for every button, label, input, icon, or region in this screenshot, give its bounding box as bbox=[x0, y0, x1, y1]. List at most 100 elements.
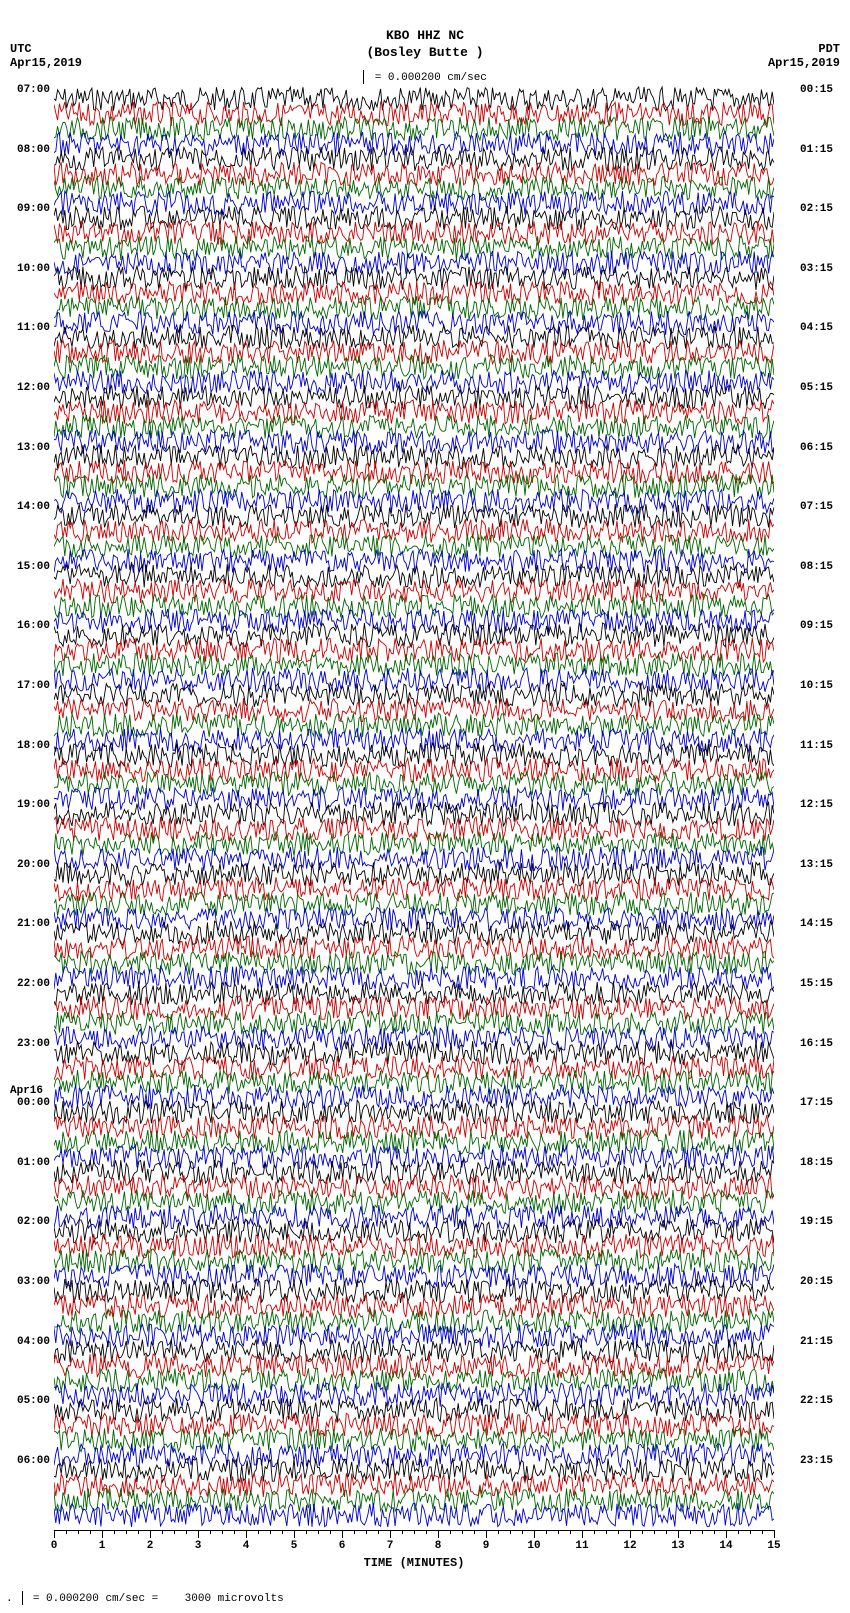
tz-right-date: Apr15,2019 bbox=[768, 56, 840, 70]
x-tick-minor bbox=[366, 1530, 367, 1534]
utc-time-label: 23:00 bbox=[10, 1038, 50, 1050]
x-tick-minor bbox=[594, 1530, 595, 1534]
x-axis: TIME (MINUTES) 0123456789101112131415 bbox=[54, 1530, 774, 1570]
x-tick-minor bbox=[198, 1530, 199, 1534]
x-tick-minor bbox=[246, 1530, 247, 1534]
x-tick-minor bbox=[762, 1530, 763, 1534]
x-tick-minor bbox=[750, 1530, 751, 1534]
pdt-time-label: 05:15 bbox=[800, 382, 840, 394]
utc-time-label: 18:00 bbox=[10, 740, 50, 752]
pdt-time-label: 03:15 bbox=[800, 263, 840, 275]
x-tick-minor bbox=[522, 1530, 523, 1534]
helicorder-container: KBO HHZ NC (Bosley Butte ) UTC Apr15,201… bbox=[0, 0, 850, 1613]
x-tick-label: 13 bbox=[671, 1540, 684, 1552]
x-tick-minor bbox=[66, 1530, 67, 1534]
footer-bar-icon bbox=[22, 1591, 23, 1605]
x-tick-minor bbox=[306, 1530, 307, 1534]
x-tick-label: 2 bbox=[147, 1540, 154, 1552]
x-tick-minor bbox=[582, 1530, 583, 1534]
x-tick-label: 5 bbox=[291, 1540, 298, 1552]
pdt-time-label: 01:15 bbox=[800, 144, 840, 156]
x-tick-minor bbox=[666, 1530, 667, 1534]
x-tick-minor bbox=[162, 1530, 163, 1534]
header-block: KBO HHZ NC (Bosley Butte ) bbox=[0, 28, 850, 62]
x-tick-minor bbox=[462, 1530, 463, 1534]
footer-suffix: 3000 microvolts bbox=[185, 1593, 284, 1605]
x-tick-minor bbox=[534, 1530, 535, 1534]
utc-time-label: 19:00 bbox=[10, 799, 50, 811]
x-tick-minor bbox=[630, 1530, 631, 1534]
x-tick-minor bbox=[738, 1530, 739, 1534]
x-tick-minor bbox=[654, 1530, 655, 1534]
x-tick-minor bbox=[414, 1530, 415, 1534]
day-label: Apr16 bbox=[10, 1085, 43, 1097]
pdt-time-label: 09:15 bbox=[800, 620, 840, 632]
x-tick-minor bbox=[234, 1530, 235, 1534]
x-tick-minor bbox=[690, 1530, 691, 1534]
x-tick-minor bbox=[642, 1530, 643, 1534]
x-tick-minor bbox=[510, 1530, 511, 1534]
x-tick-minor bbox=[114, 1530, 115, 1534]
utc-time-label: 20:00 bbox=[10, 859, 50, 871]
x-tick-label: 4 bbox=[243, 1540, 250, 1552]
tz-left-date: Apr15,2019 bbox=[10, 56, 82, 70]
x-tick-minor bbox=[474, 1530, 475, 1534]
x-tick-minor bbox=[174, 1530, 175, 1534]
x-tick-minor bbox=[558, 1530, 559, 1534]
x-tick-minor bbox=[702, 1530, 703, 1534]
x-tick-minor bbox=[54, 1530, 55, 1534]
utc-time-label: 02:00 bbox=[10, 1216, 50, 1228]
x-tick-minor bbox=[258, 1530, 259, 1534]
utc-time-label: 12:00 bbox=[10, 382, 50, 394]
x-tick-minor bbox=[678, 1530, 679, 1534]
x-tick-label: 6 bbox=[339, 1540, 346, 1552]
utc-time-label: 07:00 bbox=[10, 84, 50, 96]
pdt-time-label: 23:15 bbox=[800, 1455, 840, 1467]
pdt-time-label: 19:15 bbox=[800, 1216, 840, 1228]
x-tick-label: 15 bbox=[767, 1540, 780, 1552]
x-tick-minor bbox=[774, 1530, 775, 1534]
pdt-time-label: 00:15 bbox=[800, 84, 840, 96]
x-tick-label: 8 bbox=[435, 1540, 442, 1552]
utc-time-label: 10:00 bbox=[10, 263, 50, 275]
x-tick-minor bbox=[378, 1530, 379, 1534]
x-tick-minor bbox=[450, 1530, 451, 1534]
utc-time-label: 17:00 bbox=[10, 680, 50, 692]
utc-time-label: 04:00 bbox=[10, 1336, 50, 1348]
utc-time-label: 13:00 bbox=[10, 442, 50, 454]
station-location: (Bosley Butte ) bbox=[0, 45, 850, 62]
x-tick-minor bbox=[342, 1530, 343, 1534]
scale-text: = 0.000200 cm/sec bbox=[375, 72, 487, 84]
tz-right-label: PDT bbox=[818, 42, 840, 56]
x-tick-minor bbox=[438, 1530, 439, 1534]
x-tick-minor bbox=[318, 1530, 319, 1534]
scale-indicator: = 0.000200 cm/sec bbox=[0, 70, 850, 84]
x-tick-minor bbox=[138, 1530, 139, 1534]
utc-time-label: 09:00 bbox=[10, 203, 50, 215]
pdt-time-label: 07:15 bbox=[800, 501, 840, 513]
x-tick-minor bbox=[78, 1530, 79, 1534]
x-tick-minor bbox=[330, 1530, 331, 1534]
x-tick-minor bbox=[714, 1530, 715, 1534]
x-tick-label: 10 bbox=[527, 1540, 540, 1552]
x-tick-minor bbox=[282, 1530, 283, 1534]
pdt-time-label: 22:15 bbox=[800, 1395, 840, 1407]
x-tick-label: 3 bbox=[195, 1540, 202, 1552]
footer-scale: . = 0.000200 cm/sec = 3000 microvolts bbox=[6, 1591, 284, 1605]
x-tick-label: 11 bbox=[575, 1540, 588, 1552]
x-tick-minor bbox=[126, 1530, 127, 1534]
utc-time-label: 14:00 bbox=[10, 501, 50, 513]
x-tick-label: 7 bbox=[387, 1540, 394, 1552]
pdt-time-label: 06:15 bbox=[800, 442, 840, 454]
footer-dot: . bbox=[6, 1593, 13, 1605]
x-tick-minor bbox=[426, 1530, 427, 1534]
x-tick-minor bbox=[102, 1530, 103, 1534]
x-tick-label: 1 bbox=[99, 1540, 106, 1552]
x-tick-minor bbox=[618, 1530, 619, 1534]
pdt-time-label: 18:15 bbox=[800, 1157, 840, 1169]
scale-bar-icon bbox=[363, 70, 364, 84]
x-tick-minor bbox=[570, 1530, 571, 1534]
utc-time-label: 03:00 bbox=[10, 1276, 50, 1288]
x-tick-minor bbox=[210, 1530, 211, 1534]
pdt-time-label: 13:15 bbox=[800, 859, 840, 871]
